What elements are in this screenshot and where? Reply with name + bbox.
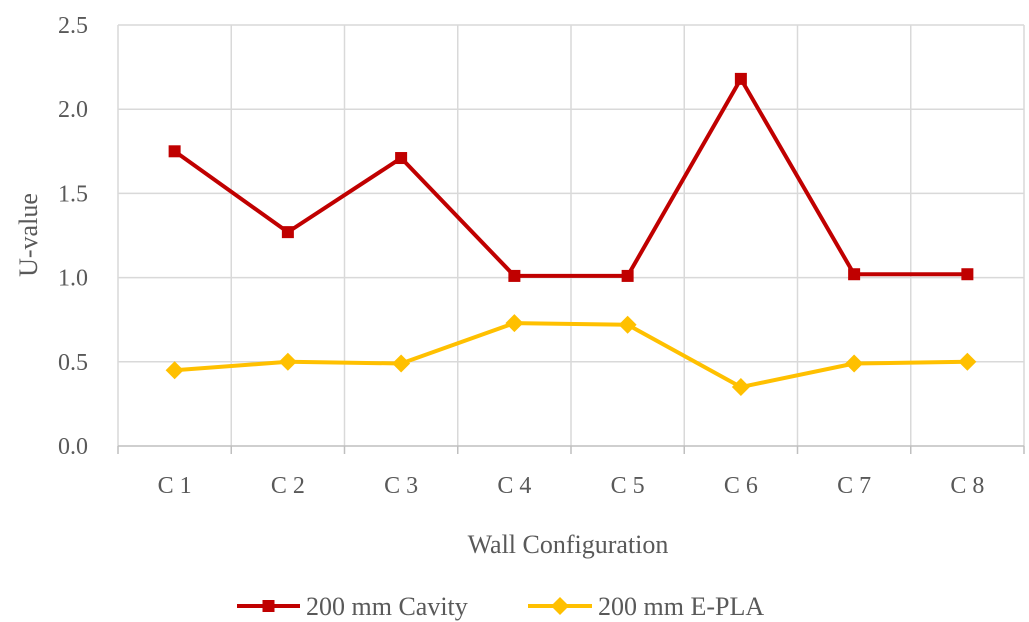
x-tick-label: C 8 [950, 473, 984, 499]
data-point-marker [392, 354, 411, 373]
series-cavity [168, 72, 974, 282]
legend-swatch-marker [551, 597, 569, 615]
series-line [172, 76, 970, 278]
data-point-marker [958, 352, 977, 371]
legend-swatch-marker [262, 600, 275, 612]
y-tick-label: 2.5 [58, 13, 88, 39]
data-point-marker [731, 378, 750, 397]
y-tick-label: 1.5 [58, 181, 88, 207]
x-tick-label: C 6 [724, 473, 758, 499]
x-tick-label: C 4 [497, 473, 531, 499]
data-point-marker [845, 354, 864, 373]
data-point-marker [395, 152, 408, 165]
data-point-marker [734, 72, 747, 85]
legend: 200 mm Cavity 200 mm E-PLA [237, 592, 764, 621]
data-point-marker [168, 145, 181, 158]
data-point-marker [278, 352, 297, 371]
y-tick-label: 1.0 [58, 266, 88, 292]
data-point-marker [505, 314, 524, 333]
x-tick-label: C 7 [837, 473, 871, 499]
x-tick-label: C 1 [158, 473, 192, 499]
y-axis-title: U-value [14, 193, 43, 277]
data-point-marker [961, 268, 974, 281]
series-line [172, 321, 970, 390]
grid [117, 24, 1025, 446]
y-tick-label: 0.0 [58, 434, 88, 460]
x-axis-title: Wall Configuration [468, 530, 669, 559]
series-epla [165, 314, 977, 397]
x-tick-label: C 3 [384, 473, 418, 499]
data-point-marker [165, 361, 184, 380]
axes [117, 445, 1025, 454]
data-point-marker [618, 315, 637, 334]
legend-item: 200 mm Cavity [237, 592, 468, 621]
legend-label: 200 mm Cavity [306, 592, 468, 621]
x-tick-label: C 2 [271, 473, 305, 499]
data-point-marker [621, 269, 634, 282]
data-point-marker [848, 268, 861, 281]
legend-item: 200 mm E-PLA [528, 592, 764, 621]
data-point-marker [508, 269, 521, 282]
x-tick-label: C 5 [611, 473, 645, 499]
series-group [165, 72, 977, 397]
legend-label: 200 mm E-PLA [598, 592, 764, 621]
data-point-marker [281, 226, 294, 239]
y-tick-label: 0.5 [58, 350, 88, 376]
y-tick-label: 2.0 [58, 97, 88, 123]
tick-labels: 0.0 0.5 1.0 1.5 2.0 2.5 C 1 C 2 C 3 C 4 C 5 C 6 C 7 C… [58, 13, 984, 499]
